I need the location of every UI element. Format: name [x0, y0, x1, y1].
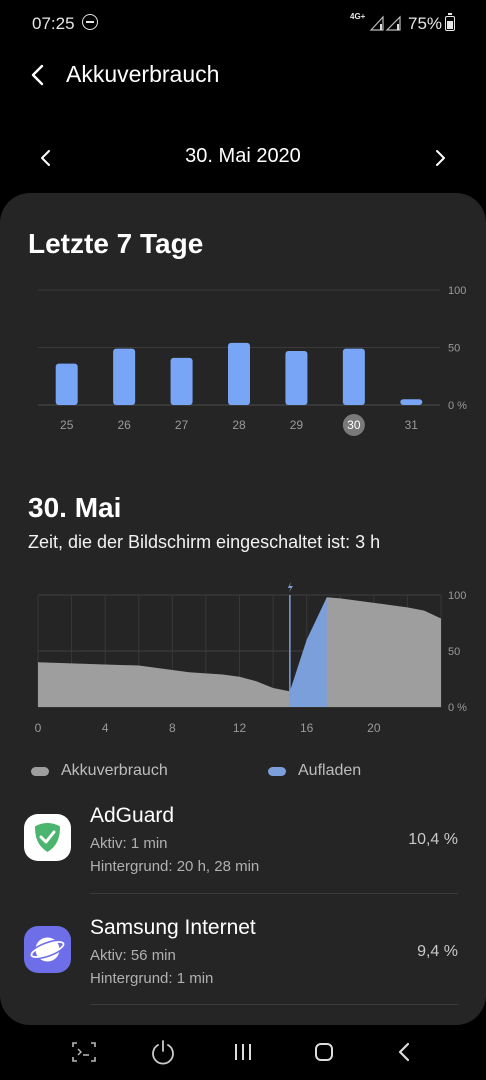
lightning-icon	[287, 582, 293, 593]
x-tick-label: 4	[102, 721, 109, 735]
x-tick-label: 28	[232, 418, 246, 432]
back-arrow-icon[interactable]	[24, 60, 54, 90]
app-row-samsung-internet[interactable]: Samsung Internet Aktiv: 56 min Hintergru…	[0, 907, 486, 1019]
battery-percent: 75%	[408, 14, 443, 33]
x-tick-label: 20	[367, 721, 381, 735]
app-usage-percent: 9,4 %	[417, 943, 458, 960]
x-tick-label: 8	[169, 721, 176, 735]
y-tick-label: 0 %	[448, 400, 467, 412]
y-tick-label: 100	[448, 285, 466, 297]
x-tick-label: 26	[117, 418, 131, 432]
current-date: 30. Mai 2020	[185, 145, 301, 167]
app-active-time: Aktiv: 1 min	[90, 835, 168, 852]
x-tick-label: 29	[290, 418, 304, 432]
y-tick-label: 100	[448, 590, 466, 602]
app-usage-percent: 10,4 %	[408, 831, 458, 848]
bar-25	[55, 363, 78, 405]
x-tick-label: 27	[175, 418, 189, 432]
daily-battery-chart: 100 50 0 % 0 4 8 12 16 20	[35, 582, 467, 735]
list-divider	[90, 1004, 458, 1005]
usage-area	[38, 597, 441, 707]
bar-30	[342, 348, 365, 405]
app-background-time: Hintergrund: 1 min	[90, 970, 214, 987]
signal-icon	[370, 15, 401, 31]
x-tick-label: 31	[405, 418, 419, 432]
do-not-disturb-icon	[82, 14, 98, 30]
app-name: AdGuard	[90, 804, 175, 827]
bar-28	[228, 342, 250, 405]
y-tick-label: 0 %	[448, 702, 467, 714]
legend-charging-label: Aufladen	[298, 762, 362, 779]
app-background-time: Hintergrund: 20 h, 28 min	[90, 858, 260, 875]
network-type: 4G+	[350, 12, 366, 21]
status-time: 07:25	[32, 14, 75, 33]
home-icon[interactable]	[308, 1038, 340, 1066]
x-tick-label: 12	[233, 721, 247, 735]
list-divider	[90, 893, 458, 894]
app-name: Samsung Internet	[90, 916, 256, 939]
screenshot-icon[interactable]	[68, 1038, 100, 1066]
chevron-right-icon[interactable]	[428, 146, 452, 170]
page-title: Akkuverbrauch	[66, 61, 220, 87]
legend-usage-label: Akkuverbrauch	[61, 762, 168, 779]
x-tick-label: 30	[347, 418, 361, 432]
chevron-left-icon[interactable]	[34, 146, 58, 170]
adguard-icon	[24, 814, 71, 861]
bar-31	[400, 399, 423, 405]
y-tick-label: 50	[448, 646, 460, 658]
selected-day-marker	[342, 414, 365, 436]
bar-26	[113, 348, 136, 405]
weekly-bar-chart[interactable]: 100 50 0 % 25 26 27 28 29 30 31	[0, 270, 486, 445]
charging-area	[289, 597, 327, 707]
status-bar: 07:25 4G+ 75%	[0, 0, 486, 48]
app-active-time: Aktiv: 56 min	[90, 947, 176, 964]
screen-time-text: Zeit, die der Bildschirm eingeschaltet i…	[28, 532, 381, 552]
x-tick-label: 16	[300, 721, 314, 735]
app-row-adguard[interactable]: AdGuard Aktiv: 1 min Hintergrund: 20 h, …	[0, 795, 486, 907]
day-title: 30. Mai	[28, 492, 122, 523]
legend-usage-swatch	[31, 767, 49, 776]
bar-29	[285, 350, 308, 405]
power-icon[interactable]	[147, 1038, 179, 1066]
bar-27	[170, 357, 193, 405]
weekly-title: Letzte 7 Tage	[28, 228, 204, 259]
back-icon[interactable]	[388, 1038, 420, 1066]
samsung-internet-icon	[24, 926, 71, 973]
x-tick-label: 25	[60, 418, 74, 432]
legend-charging-swatch	[268, 767, 286, 776]
x-tick-label: 0	[35, 721, 42, 735]
y-tick-label: 50	[448, 343, 460, 355]
recent-apps-icon[interactable]	[227, 1038, 259, 1066]
battery-icon	[445, 13, 455, 31]
